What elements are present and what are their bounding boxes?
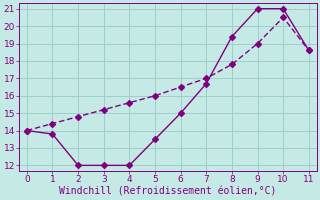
X-axis label: Windchill (Refroidissement éolien,°C): Windchill (Refroidissement éolien,°C) bbox=[59, 187, 276, 197]
